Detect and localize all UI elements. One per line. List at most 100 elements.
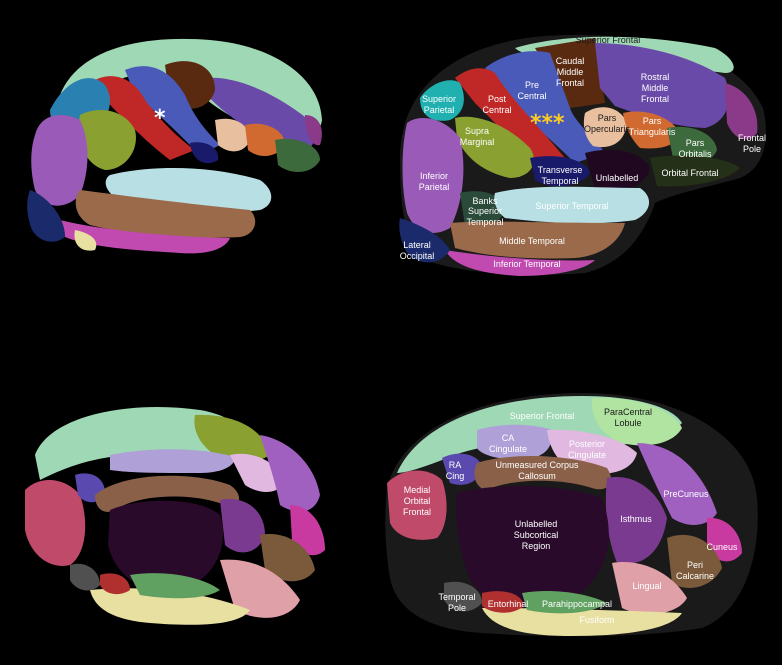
label-ra-cing-1: RA [449, 460, 462, 470]
region-pars-orbitalis [667, 126, 717, 165]
label-superior-parietal-2: Parietal [424, 105, 455, 115]
label-subcortical-3: Region [522, 541, 551, 551]
region-pars-orbitalis [275, 138, 320, 172]
region-lateral-occipital [399, 218, 450, 263]
region-temporal-pole [444, 581, 482, 612]
region-isthmus [605, 477, 667, 564]
region-temporal-pole [70, 563, 100, 591]
region-inferior-temporal [445, 250, 595, 276]
region-caudal-middle-frontal [535, 38, 605, 108]
label-ca-cingulate-2: Cingulate [489, 444, 527, 454]
label-superior-parietal-1: Superior [422, 94, 456, 104]
label-unlabelled: Unlabelled [596, 173, 639, 183]
region-paracentral-lobule [194, 414, 270, 462]
region-parahippocampal [130, 573, 220, 599]
region-transverse-temporal [190, 142, 219, 164]
label-medial-orbital-frontal-2: Orbital [404, 496, 431, 506]
region-middle-temporal [75, 190, 256, 238]
label-pars-orbitalis-1: Pars [686, 138, 705, 148]
label-pre-central-2: Central [517, 91, 546, 101]
label-banks-superior-temporal-3: Temporal [466, 217, 503, 227]
label-temporal-pole-2: Pole [448, 603, 466, 613]
label-ra-cing-2: Cing [446, 471, 465, 481]
region-fusiform [482, 608, 682, 636]
region-orbital-frontal [650, 155, 740, 187]
region-pars-opercularis [583, 107, 627, 148]
label-supra-marginal-1: Supra [465, 126, 489, 136]
region-banks-superior-temporal [460, 191, 505, 229]
label-posterior-cingulate-1: Posterior [569, 439, 605, 449]
label-isthmus: Isthmus [620, 514, 652, 524]
region-lingual [220, 559, 300, 618]
label-banks-superior-temporal-2: Superior [468, 206, 502, 216]
label-cuneus: Cuneus [706, 542, 738, 552]
label-temporal-pole-1: Temporal [438, 592, 475, 602]
label-medial-orbital-frontal-1: Medial [404, 485, 431, 495]
label-rostral-middle-frontal-3: Frontal [641, 94, 669, 104]
region-temporal-small [74, 230, 97, 251]
region-cuneus [707, 517, 742, 562]
label-parahippocampal: Parahippocampal [542, 599, 612, 609]
region-pars-opercularis [215, 118, 250, 152]
label-lateral-occipital-2: Occipital [400, 251, 435, 261]
label-superior-frontal: Superior Frontal [576, 35, 641, 45]
region-precuneus [637, 443, 717, 525]
region-frontal-pole [305, 115, 322, 146]
label-pars-opercularis-2: Opercularis [584, 124, 631, 134]
region-corpus-callosum [474, 456, 612, 490]
region-parahippocampal [522, 591, 607, 614]
region-isthmus [220, 499, 265, 553]
region-posterior-cingulate [230, 453, 285, 492]
region-ca-cingulate [110, 449, 235, 473]
region-medial-orbital-frontal [387, 470, 447, 540]
label-caudal-middle-frontal-2: Middle [557, 67, 584, 77]
label-lateral-occipital-1: Lateral [403, 240, 431, 250]
medial-pial-svg [25, 407, 325, 625]
region-inferior-temporal [60, 220, 230, 254]
lateral-pial-view: * [20, 25, 340, 280]
label-lingual: Lingual [632, 581, 661, 591]
region-subcortical [108, 500, 224, 591]
label-corpus-callosum-1: Unmeasured Corpus [495, 460, 579, 470]
label-pars-triangularis-1: Pars [643, 116, 662, 126]
label-pre-central-1: Pre [525, 80, 539, 90]
region-middle-temporal [450, 221, 625, 259]
region-medial-orbital-frontal [25, 479, 86, 566]
label-pars-opercularis-1: Pars [598, 113, 617, 123]
region-lateral-occipital [27, 190, 65, 242]
region-supra-marginal [78, 110, 136, 170]
region-peri-calcarine [667, 534, 722, 588]
region-post-central [455, 68, 565, 173]
label-middle-temporal: Middle Temporal [499, 236, 565, 246]
region-rostral-middle-frontal [595, 43, 729, 128]
label-pars-triangularis-2: Triangularis [629, 127, 676, 137]
label-superior-temporal: Superior Temporal [535, 201, 608, 211]
label-inferior-temporal: Inferior Temporal [493, 259, 560, 269]
region-cuneus [290, 505, 325, 556]
label-inferior-parietal-2: Parietal [419, 182, 450, 192]
region-pre-central [125, 66, 220, 155]
region-frontal-pole [725, 83, 758, 140]
label-entorhinal: Entorhinal [488, 599, 529, 609]
lateral-pial-svg: * [27, 38, 322, 254]
single-marker: * [154, 106, 166, 131]
region-entorhinal [482, 591, 524, 613]
label-frontal-pole-2: Pole [743, 144, 761, 154]
region-inferior-parietal [31, 115, 88, 206]
region-pars-triangularis [623, 111, 680, 149]
label-transverse-temporal-2: Temporal [541, 176, 578, 186]
region-entorhinal [100, 573, 130, 595]
region-superior-parietal [420, 80, 464, 121]
lateral-inflated-view: *** Superior Frontal Caudal Middle Front… [395, 28, 770, 278]
label-post-central-1: Post [488, 94, 507, 104]
region-fusiform [90, 588, 250, 625]
label-corpus-callosum-2: Callosum [518, 471, 556, 481]
label-medial-orbital-frontal-3: Frontal [403, 507, 431, 517]
region-ca-cingulate [477, 424, 553, 460]
label-peri-calcarine-1: Peri [687, 560, 703, 570]
region-rostral-middle-frontal [195, 77, 316, 153]
label-inferior-parietal-1: Inferior [420, 171, 448, 181]
medial-inflated-view: Superior Frontal ParaCentral Lobule CA C… [382, 388, 772, 638]
medial-pial-view [20, 385, 335, 630]
label-rostral-middle-frontal-2: Middle [642, 83, 669, 93]
